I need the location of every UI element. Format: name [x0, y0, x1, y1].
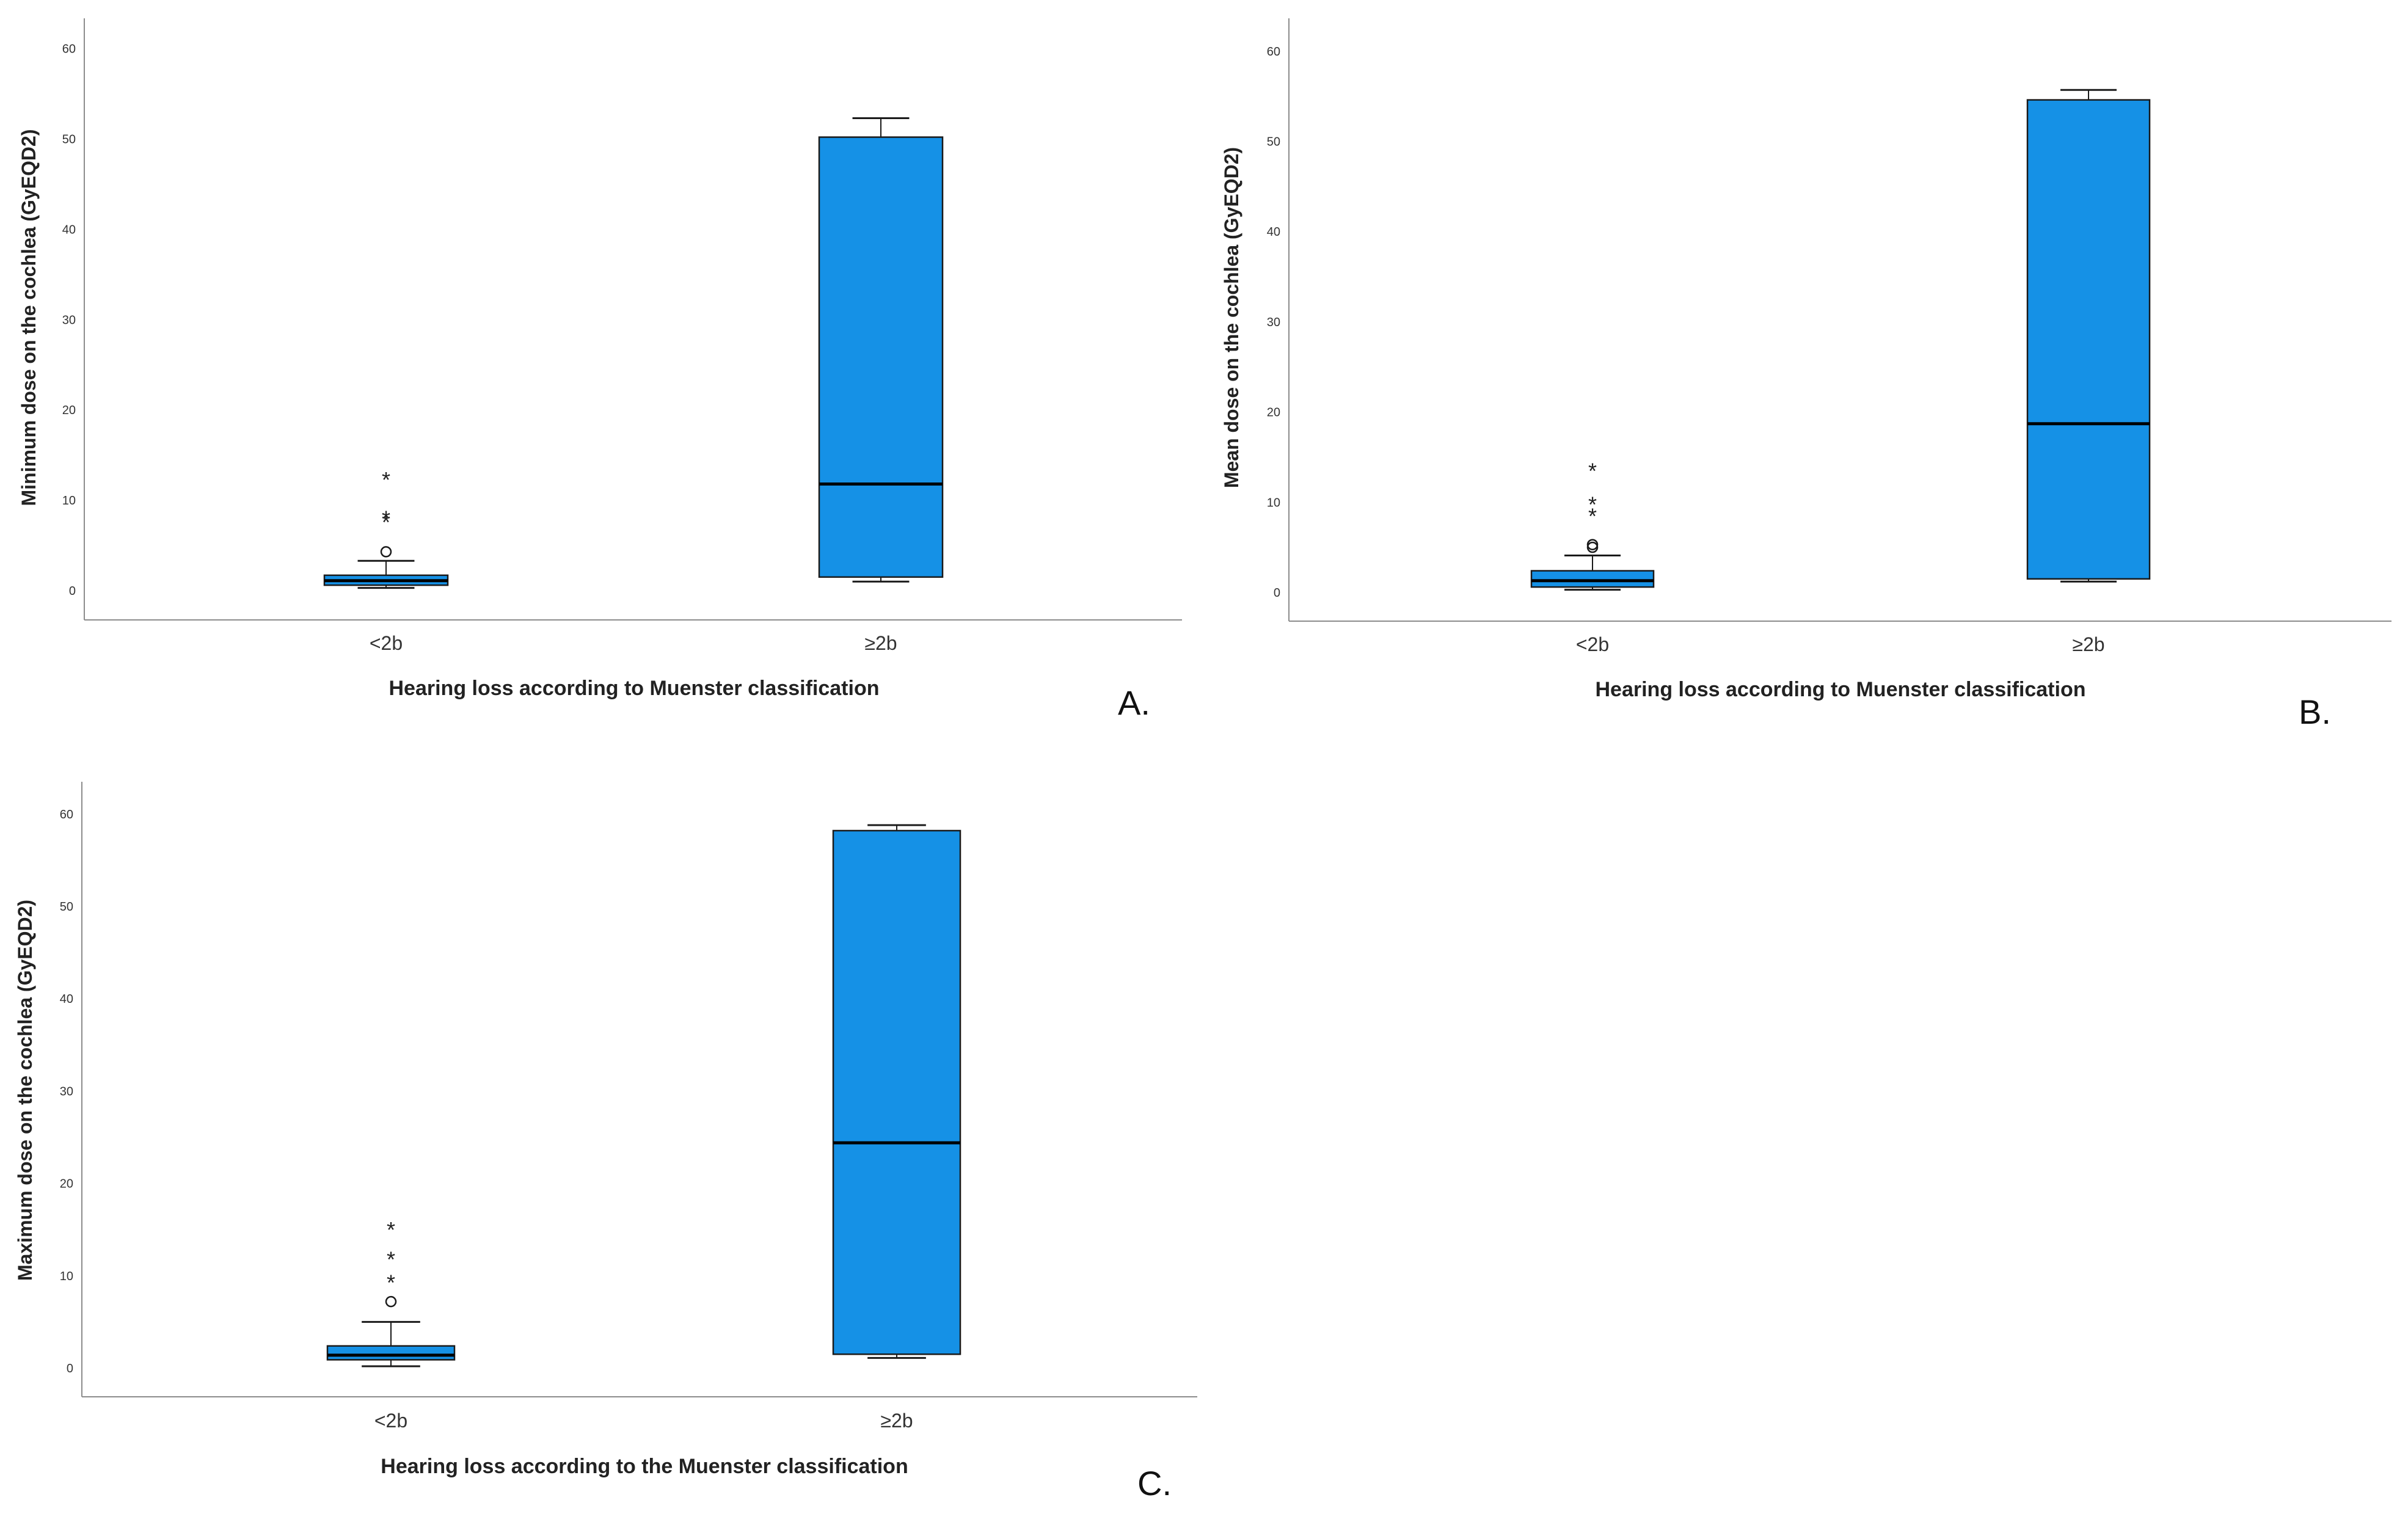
category-label-ge2b: ≥2b [880, 1410, 913, 1432]
y-tick-labels: 0 10 20 30 40 50 60 [1267, 45, 1280, 600]
extreme-point: * [387, 1217, 395, 1242]
y-tick-label: 40 [62, 223, 76, 236]
category-label-ge2b: ≥2b [2072, 633, 2104, 655]
iqr-box [818, 136, 944, 578]
iqr-box [2026, 99, 2151, 580]
outlier-point [1586, 539, 1599, 550]
y-tick-label: 20 [62, 404, 76, 417]
extreme-point: * [387, 1247, 395, 1272]
box-group [832, 824, 961, 1359]
extreme-point: * [382, 510, 390, 535]
category-label-lt2b: <2b [370, 632, 403, 654]
y-tick-label: 40 [1267, 225, 1280, 239]
category-label-lt2b: <2b [374, 1410, 407, 1432]
box-series: *** [323, 117, 944, 589]
extreme-point: * [382, 506, 390, 531]
y-tick-label: 60 [62, 43, 76, 56]
y-tick-label: 40 [60, 992, 73, 1006]
panel-c: 0 10 20 30 40 50 60 * * * <2b ≥2b Hearing loss a… [0, 763, 1197, 1521]
extreme-point: * [387, 1270, 395, 1295]
box-series: *** [326, 824, 961, 1367]
category-label-lt2b: <2b [1576, 633, 1609, 655]
box-group [818, 117, 944, 583]
panel-label: A. [1118, 683, 1150, 722]
iqr-box [1530, 570, 1655, 588]
x-axis-title: Hearing loss according to Muenster class… [1596, 678, 2086, 701]
extreme-point: * [1588, 504, 1597, 529]
y-tick-label: 30 [60, 1085, 73, 1098]
y-axis-title: Minimum dose on the cochlea (GyEQD2) [18, 129, 40, 506]
y-tick-label: 50 [62, 133, 76, 147]
box-group: *** [326, 1217, 456, 1367]
y-tick-label: 0 [1274, 586, 1280, 600]
y-tick-label: 10 [62, 494, 76, 508]
iqr-box [326, 1345, 456, 1361]
y-tick-label: 30 [62, 313, 76, 327]
y-tick-label: 0 [69, 584, 76, 598]
extreme-point: * [1588, 459, 1597, 484]
extreme-point: * [382, 467, 390, 492]
y-tick-label: 20 [60, 1178, 73, 1191]
y-tick-label: 20 [1267, 406, 1280, 420]
x-axis-title: Hearing loss according to the Muenster c… [381, 1455, 908, 1478]
y-tick-label: 60 [1267, 45, 1280, 59]
box-series: *** [1530, 89, 2151, 591]
y-tick-label: 50 [60, 900, 73, 914]
y-axis-title: Mean dose on the cochlea (GyEQD2) [1220, 147, 1242, 488]
panel-b: 0 10 20 30 40 50 60 * * * <2b ≥2b Hearing loss a… [1206, 0, 2404, 757]
y-axis-title: Maximum dose on the cochlea (GyEQD2) [14, 900, 36, 1281]
box-group: *** [323, 467, 449, 589]
y-tick-labels: 0 10 20 30 40 50 60 [62, 43, 76, 598]
box-group [2026, 89, 2151, 583]
y-tick-label: 50 [1267, 136, 1280, 149]
panel-label: B. [2299, 693, 2331, 731]
y-tick-labels: 0 10 20 30 40 50 60 [60, 808, 73, 1375]
y-tick-label: 10 [1267, 496, 1280, 509]
panel-label: C. [1137, 1464, 1172, 1502]
box-group: *** [1530, 459, 1655, 591]
outlier-point [380, 546, 392, 558]
category-label-ge2b: ≥2b [864, 632, 897, 654]
extreme-point: * [1588, 492, 1597, 517]
x-axis-title: Hearing loss according to Muenster class… [389, 677, 880, 700]
y-tick-label: 30 [1267, 316, 1280, 329]
y-tick-label: 60 [60, 808, 73, 821]
y-tick-label: 0 [67, 1362, 73, 1375]
outlier-point [385, 1295, 397, 1308]
panel-a: 0 10 20 30 40 50 60 * * * <2b ≥2b Hearing loss a… [0, 0, 1197, 757]
iqr-box [832, 829, 961, 1355]
y-tick-label: 10 [60, 1270, 73, 1283]
